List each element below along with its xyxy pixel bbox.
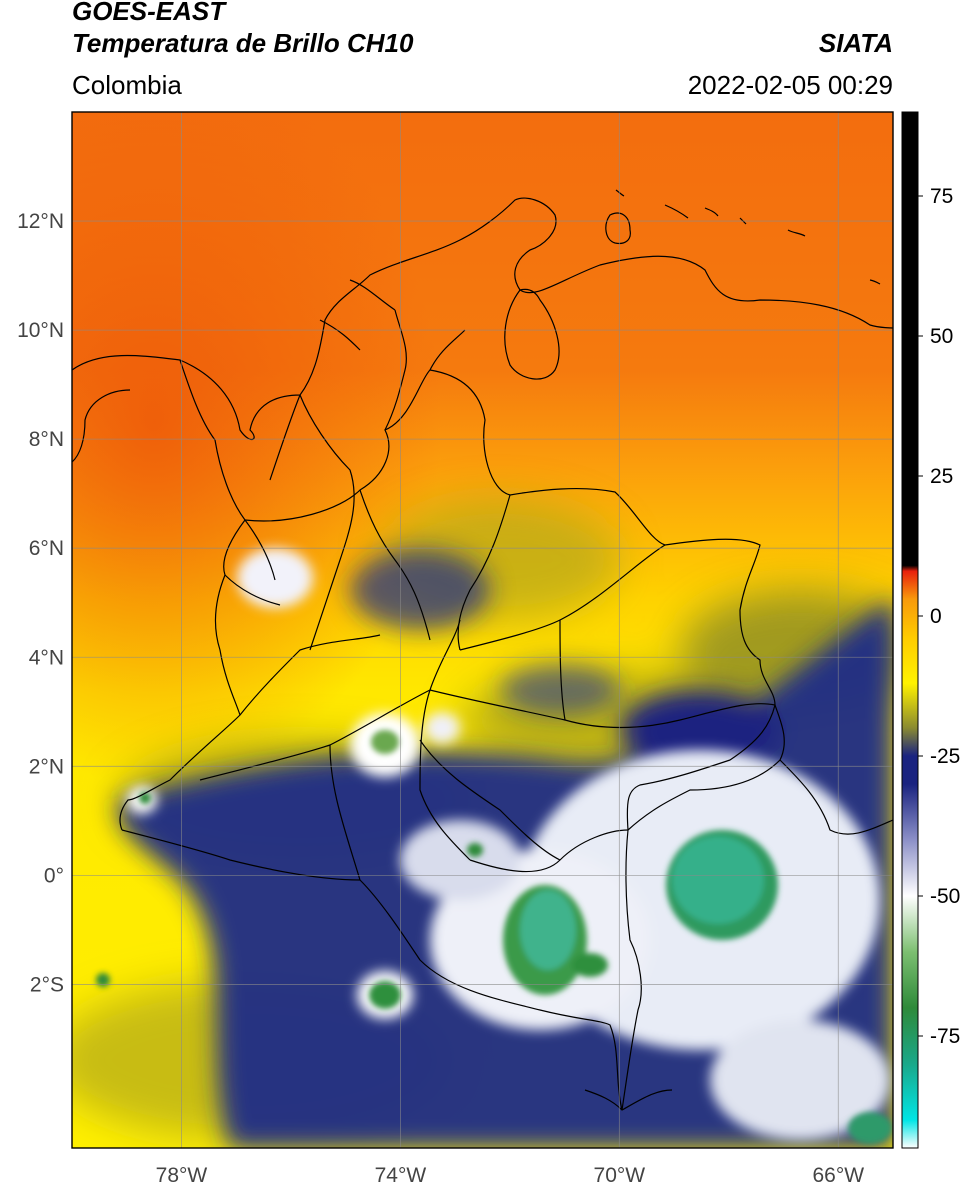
colorbar-tick-label: -50: [930, 885, 960, 908]
colorbar-ramp: [901, 111, 919, 1149]
region-label: Colombia: [72, 70, 182, 100]
lat-tick-label: 6°N: [29, 537, 64, 560]
islands: [605, 189, 881, 285]
lat-tick-label: 2°S: [30, 973, 64, 996]
colorbar-tick-label: 75: [930, 185, 953, 208]
green-coldest-cores: [96, 730, 892, 1144]
longitude-tick-labels: 78°W 74°W 70°W 66°W: [156, 1164, 865, 1187]
colorbar: 75 50 25 0 -25 -50 -75: [901, 111, 960, 1149]
product-title: Temperatura de Brillo CH10: [72, 28, 414, 58]
lat-tick-label: 8°N: [29, 428, 64, 451]
graticule: [72, 112, 893, 1148]
brightness-temperature-field: [72, 112, 893, 1148]
lon-tick-label: 78°W: [156, 1164, 208, 1187]
colorbar-tick-labels: 75 50 25 0 -25 -50 -75: [918, 185, 960, 1048]
map-frame: [71, 111, 894, 1149]
colorbar-tick-label: -75: [930, 1025, 960, 1048]
lat-tick-label: 0°: [44, 864, 64, 887]
borders: [72, 197, 893, 1111]
lon-tick-label: 66°W: [812, 1164, 864, 1187]
colorbar-tick-label: 25: [930, 465, 953, 488]
institution-label: SIATA: [818, 28, 893, 58]
lon-tick-label: 70°W: [594, 1164, 646, 1187]
lat-tick-label: 2°N: [29, 755, 64, 778]
colorbar-tick-label: 50: [930, 325, 953, 348]
timestamp-label: 2022-02-05 00:29: [687, 70, 893, 100]
satellite-title: GOES-EAST: [72, 0, 226, 26]
white-cloud-tops: [127, 548, 890, 1140]
lat-tick-label: 12°N: [17, 210, 64, 233]
lat-tick-label: 4°N: [29, 646, 64, 669]
colorbar-tick-label: 0: [930, 605, 942, 628]
lat-tick-label: 10°N: [17, 319, 64, 342]
latitude-tick-labels: 12°N 10°N 8°N 6°N 4°N 2°N 0° 2°S: [17, 210, 64, 996]
colorbar-tick-label: -25: [930, 745, 960, 768]
lon-tick-label: 74°W: [375, 1164, 427, 1187]
